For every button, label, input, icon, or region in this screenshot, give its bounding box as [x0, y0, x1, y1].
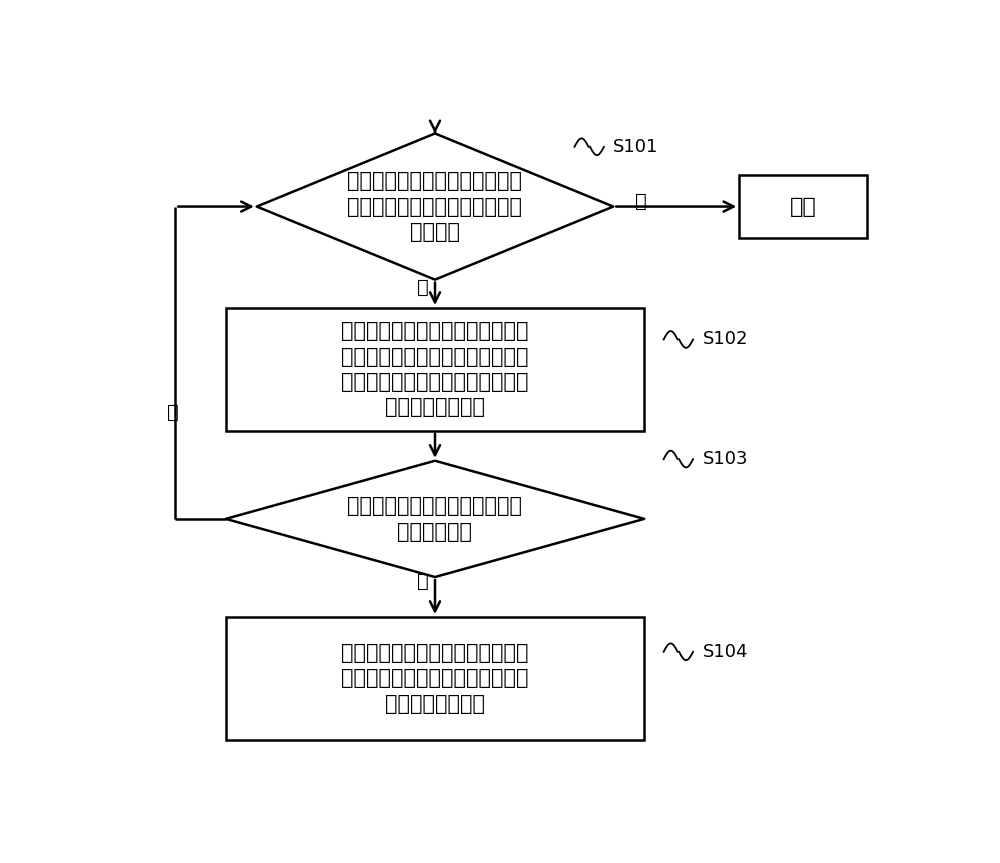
Bar: [739, 175, 867, 238]
Text: S102: S102: [702, 331, 748, 349]
Bar: [226, 308, 644, 431]
Text: 感器进行消谐处理: 感器进行消谐处理: [385, 694, 485, 714]
Text: 冲个数和脉冲宽度: 冲个数和脉冲宽度: [385, 397, 485, 417]
Text: 否: 否: [167, 403, 179, 422]
Text: 是: 是: [418, 278, 429, 297]
Text: 控制与消谐电阻串联连接的第一控: 控制与消谐电阻串联连接的第一控: [341, 643, 529, 663]
Text: S103: S103: [702, 450, 748, 468]
Text: 达到预设脉冲幅值的零序电流的脉: 达到预设脉冲幅值的零序电流的脉: [341, 372, 529, 392]
Text: 判断所述电磁式电压互感器是否: 判断所述电磁式电压互感器是否: [348, 496, 522, 516]
Text: 式电压互感器中性点与地之间的: 式电压互感器中性点与地之间的: [348, 197, 522, 217]
Text: S104: S104: [702, 643, 748, 661]
Text: 发生铁磁谐振: 发生铁磁谐振: [398, 521, 473, 541]
Text: 当检测到所述零序电流达到预设零: 当检测到所述零序电流达到预设零: [341, 322, 529, 342]
Text: 是: 是: [418, 572, 429, 591]
Text: 结束: 结束: [790, 197, 816, 217]
Text: S101: S101: [613, 138, 659, 155]
Text: 制开关闭合，对所述电磁式电压互: 制开关闭合，对所述电磁式电压互: [341, 668, 529, 689]
Text: 序电流时，计算出第一预设时长内: 序电流时，计算出第一预设时长内: [341, 347, 529, 367]
Text: 否: 否: [635, 192, 646, 211]
Bar: [226, 617, 644, 740]
Text: 判断电流互感器是否检测到电磁: 判断电流互感器是否检测到电磁: [348, 172, 522, 192]
Text: 零序电流: 零序电流: [410, 222, 460, 242]
